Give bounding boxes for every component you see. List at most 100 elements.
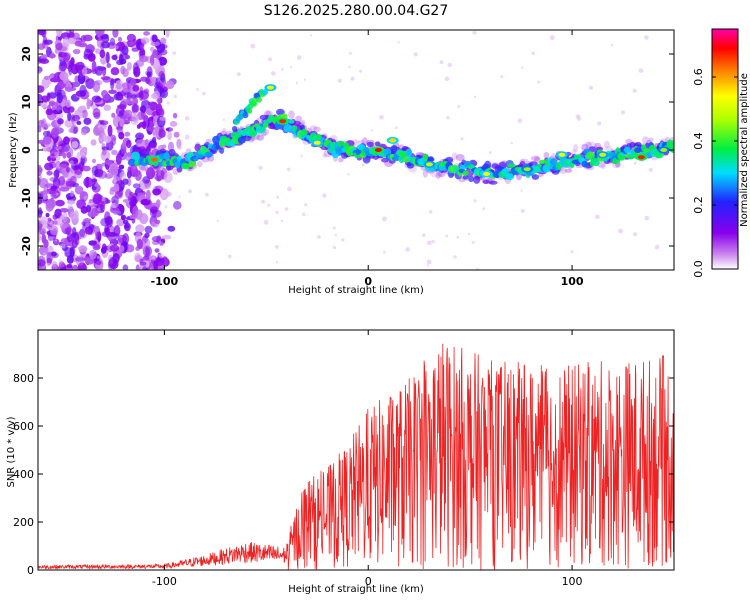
- spectrogram-ridge-cell: [600, 163, 606, 170]
- spectrogram-noise-cell: [83, 53, 90, 60]
- spectrogram-speckle: [138, 144, 141, 147]
- spectrogram-noise-cell: [41, 95, 49, 103]
- spectrogram-noise-cell: [49, 53, 56, 59]
- spectrogram-speckle: [588, 85, 594, 90]
- spectrogram-ridge-cell: [468, 176, 475, 183]
- spectrogram-noise-cell: [130, 94, 137, 99]
- spectrogram-speckle: [510, 142, 513, 145]
- spectrogram-speckle: [620, 110, 626, 115]
- spectrogram-noise-cell: [129, 191, 134, 197]
- spectrogram-noise-cell: [53, 169, 60, 178]
- spectrogram-noise-cell: [138, 90, 144, 101]
- spectrogram-speckle: [468, 232, 471, 236]
- spectrogram-speckle: [397, 41, 400, 44]
- spectrogram-noise-cell: [150, 206, 159, 213]
- spectrogram-ridge-cell: [366, 141, 374, 148]
- spectrogram-xlabel: Height of straight line (km): [288, 285, 424, 296]
- spectrogram-ridge-cell: [183, 163, 191, 169]
- spectrogram-noise-cell: [55, 42, 63, 51]
- spectrogram-noise-cell: [149, 102, 158, 111]
- spectrogram-noise-cell: [66, 263, 73, 269]
- spectrogram-noise-cell: [99, 120, 109, 126]
- spectrogram-noise-cell: [123, 92, 133, 99]
- spectrogram-noise-cell: [46, 170, 53, 176]
- spectrogram-speckle: [295, 81, 299, 84]
- spectrogram-speckle: [83, 195, 89, 200]
- spectrogram-noise-cell: [38, 197, 43, 205]
- spectrogram-noise-cell: [119, 205, 125, 212]
- spectrogram-ridge-cell: [603, 140, 611, 149]
- spectrogram-noise-cell: [52, 238, 60, 246]
- spectrogram-ridge-cell: [205, 139, 212, 143]
- spectrogram-noise-cell: [156, 98, 162, 104]
- spectrogram-speckle: [322, 153, 327, 158]
- spectrogram-ridge-cell: [586, 151, 595, 160]
- spectrogram-speckle: [644, 35, 649, 40]
- spectrogram-speckle: [332, 226, 336, 230]
- snr-series-line: [38, 343, 674, 570]
- spectrogram-noise-cell: [113, 225, 121, 237]
- spectrogram-speckle: [303, 78, 307, 81]
- spectrogram-noise-cell: [83, 117, 92, 125]
- spectrogram-speckle: [133, 111, 138, 117]
- spectrogram-noise-cell: [129, 40, 134, 46]
- y-tick-label: -20: [20, 236, 33, 256]
- spectrogram-noise-cell: [108, 89, 117, 95]
- spectrogram-speckle: [638, 68, 644, 73]
- spectrogram-noise-cell: [140, 100, 151, 109]
- spectrogram-branch-cell: [262, 89, 269, 95]
- spectrogram-noise-cell: [38, 125, 42, 133]
- spectrogram-noise-cell: [167, 131, 173, 141]
- spectrogram-ridge-cell: [144, 166, 153, 173]
- spectrogram-speckle: [113, 177, 117, 181]
- spectrogram-speckle: [456, 236, 460, 239]
- spectrogram-noise-cell: [65, 99, 71, 108]
- spectrogram-noise-cell: [70, 57, 75, 67]
- spectrogram-speckle: [113, 179, 117, 183]
- y-tick-label: 0: [20, 146, 33, 154]
- spectrogram-speckle: [114, 45, 119, 50]
- spectrogram-speckle: [258, 165, 263, 170]
- spectrogram-noise-cell: [122, 68, 129, 78]
- colorbar: 0.0 0.2 0.4 0.6 Normalized spectral amplitu…: [692, 28, 750, 278]
- spectrogram-speckle: [72, 170, 75, 174]
- spectrogram-noise-cell: [101, 34, 110, 43]
- spectrogram-noise-cell: [165, 80, 175, 90]
- spectrogram-speckle: [595, 214, 600, 220]
- spectrogram-noise-cell: [157, 43, 168, 50]
- spectrogram-noise-cell: [89, 249, 97, 260]
- spectrogram-noise-cell: [112, 253, 120, 264]
- spectrogram-speckle: [222, 128, 227, 132]
- snr-ylabel: SNR (10 * v/v): [6, 416, 17, 487]
- spectrogram-noise-cell: [158, 129, 166, 138]
- spectrogram-speckle: [172, 51, 177, 55]
- spectrogram-noise-cell: [91, 95, 102, 103]
- spectrogram-noise-cell: [86, 98, 91, 110]
- spectrogram-noise-cell: [85, 78, 95, 90]
- spectrogram-noise-cell: [169, 121, 178, 127]
- spectrogram-noise-cell: [122, 178, 129, 185]
- spectrogram-noise-cell: [116, 59, 123, 65]
- spectrogram-noise-cell: [99, 49, 106, 58]
- spectrogram-noise-cell: [126, 139, 132, 149]
- spectrogram-ridge-cell: [505, 173, 514, 181]
- y-tick-label: 200: [13, 516, 34, 529]
- spectrogram-noise-cell: [97, 126, 105, 135]
- spectrogram-noise-cell: [172, 112, 178, 119]
- y-tick-label: 400: [13, 468, 34, 481]
- spectrogram-ridge-cell: [642, 136, 649, 144]
- spectrogram-speckle: [520, 189, 523, 192]
- spectrogram-hotspot: [279, 119, 287, 124]
- spectrogram-noise-cell: [74, 185, 84, 195]
- spectrogram-speckle: [87, 92, 91, 96]
- spectrogram-speckle: [549, 35, 555, 41]
- spectrogram-speckle: [537, 80, 541, 84]
- spectrogram-noise-cell: [145, 238, 151, 248]
- spectrogram-speckle: [473, 95, 477, 99]
- spectrogram-speckle: [42, 200, 46, 205]
- spectrogram-noise-cell: [101, 41, 111, 49]
- spectrogram-speckle: [348, 65, 351, 69]
- spectrogram-speckle: [91, 195, 95, 198]
- spectrogram-noise-cell: [143, 88, 150, 95]
